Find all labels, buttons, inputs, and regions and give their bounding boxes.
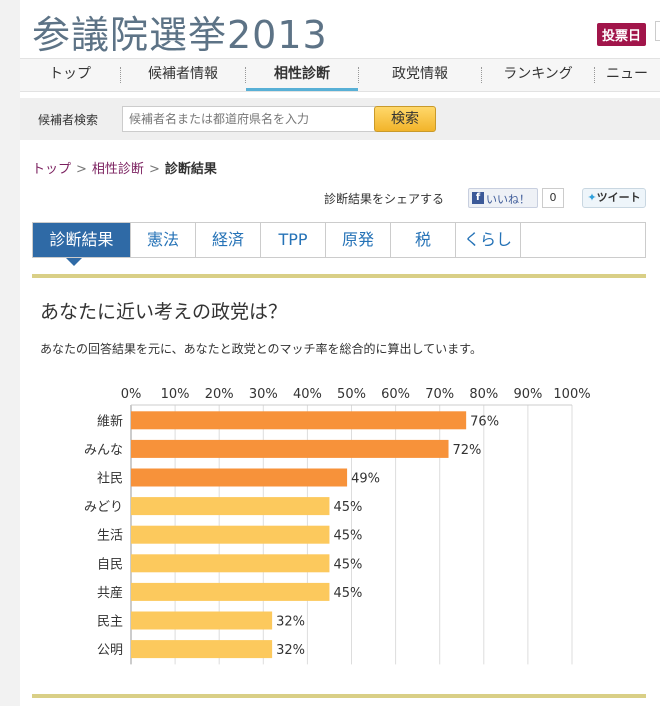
breadcrumb-top[interactable]: トップ	[32, 162, 72, 177]
breadcrumb-compatibility[interactable]: 相性診断	[91, 162, 144, 177]
search-button[interactable]: 検索	[374, 106, 436, 132]
breadcrumb: トップ > 相性診断 > 診断結果	[32, 158, 217, 177]
x-tick-label: 60%	[381, 387, 410, 402]
nav-divider	[245, 67, 246, 83]
active-tab-pointer	[66, 258, 82, 266]
x-tick-label: 90%	[513, 387, 542, 402]
category-label: 公明	[97, 643, 123, 658]
x-tick-label: 30%	[249, 387, 278, 402]
category-label: 民主	[97, 615, 123, 630]
x-tick-label: 80%	[469, 387, 498, 402]
badge-edge	[655, 21, 660, 41]
twitter-bird-icon: ✦	[587, 191, 597, 204]
tab-constitution[interactable]: 憲法	[131, 223, 196, 257]
x-tick-label: 70%	[425, 387, 454, 402]
search-bar: 候補者検索 候補者名または都道府県名を入力 検索	[20, 98, 660, 140]
page: 参議院選挙2013 投票日 トップ 候補者情報 相性診断 政党情報 ランキング …	[20, 0, 660, 706]
result-heading: あなたに近い考えの政党は？	[40, 301, 288, 323]
category-label: 共産	[97, 585, 123, 601]
tweet-button[interactable]: ✦ツイート	[582, 188, 646, 208]
vote-day-badge[interactable]: 投票日	[597, 23, 647, 46]
bar	[131, 640, 273, 659]
x-tick-label: 0%	[121, 387, 142, 402]
main-nav: トップ 候補者情報 相性診断 政党情報 ランキング ニュー	[20, 58, 660, 92]
data-label: 76%	[470, 414, 499, 429]
bar	[131, 411, 467, 430]
bar	[131, 497, 330, 516]
nav-item-candidates[interactable]: 候補者情報	[148, 66, 218, 82]
data-label: 32%	[276, 615, 305, 630]
facebook-like-count: 0	[542, 188, 564, 208]
data-label: 45%	[333, 557, 362, 572]
bar	[131, 525, 330, 544]
facebook-like-label: いいね！	[486, 193, 530, 206]
breadcrumb-separator: >	[148, 162, 160, 177]
tweet-label: ツイート	[596, 191, 641, 204]
category-label: 社民	[97, 471, 123, 487]
category-label: 生活	[97, 529, 123, 544]
tab-tpp[interactable]: TPP	[261, 223, 326, 257]
search-input[interactable]: 候補者名または都道府県名を入力	[122, 106, 376, 132]
nav-item-compatibility[interactable]: 相性診断	[246, 59, 358, 91]
nav-divider	[594, 67, 595, 83]
nav-item-news[interactable]: ニュー	[606, 66, 648, 82]
result-description: あなたの回答結果を元に、あなたと政党とのマッチ率を総合的に算出しています。	[40, 342, 482, 356]
match-rate-chart-svg: 0% 10% 20% 30% 40% 50% 60% 70% 80% 90% 100% 維新 76% みん…	[84, 387, 591, 665]
topic-tabs: 診断結果 憲法 経済 TPP 原発 税 くらし	[32, 222, 646, 258]
bar	[131, 554, 330, 573]
x-tick-label: 10%	[161, 387, 190, 402]
search-label: 候補者検索	[38, 113, 99, 127]
tab-economy[interactable]: 経済	[196, 223, 261, 257]
tab-results[interactable]: 診断結果	[33, 223, 131, 257]
x-tick-label: 50%	[337, 387, 366, 402]
x-tick-label: 40%	[293, 387, 322, 402]
section-divider	[32, 694, 646, 698]
site-title[interactable]: 参議院選挙2013	[32, 13, 328, 57]
share-label: 診断結果をシェアする	[324, 192, 445, 206]
bar	[131, 468, 348, 487]
nav-item-top[interactable]: トップ	[49, 66, 91, 82]
nav-item-ranking[interactable]: ランキング	[503, 66, 573, 82]
bar	[131, 582, 330, 601]
data-label: 32%	[276, 643, 305, 658]
x-tick-label: 100%	[553, 387, 590, 402]
nav-item-parties[interactable]: 政党情報	[392, 66, 448, 82]
data-label: 72%	[453, 443, 482, 458]
nav-divider	[120, 67, 121, 83]
category-label: 維新	[97, 413, 123, 429]
tab-living[interactable]: くらし	[456, 223, 521, 257]
category-label: みんな	[84, 443, 123, 458]
facebook-like-button[interactable]: f いいね！	[468, 188, 538, 208]
data-label: 45%	[333, 500, 362, 515]
bar	[131, 611, 273, 630]
bar	[131, 439, 449, 458]
breadcrumb-separator: >	[76, 162, 87, 177]
category-label: 自民	[97, 557, 123, 572]
x-tick-label: 20%	[205, 387, 234, 402]
data-label: 45%	[333, 529, 362, 544]
match-rate-chart: 0% 10% 20% 30% 40% 50% 60% 70% 80% 90% 100% 維新 76% みん…	[20, 378, 660, 682]
category-label: みどり	[84, 500, 123, 515]
tab-nuclear[interactable]: 原発	[326, 223, 391, 257]
data-label: 49%	[351, 472, 380, 487]
nav-divider	[481, 67, 482, 83]
facebook-icon: f	[472, 192, 484, 204]
nav-divider	[358, 67, 359, 83]
section-divider	[32, 274, 646, 278]
breadcrumb-current: 診断結果	[164, 162, 217, 177]
data-label: 45%	[333, 586, 362, 601]
tab-tax[interactable]: 税	[391, 223, 456, 257]
